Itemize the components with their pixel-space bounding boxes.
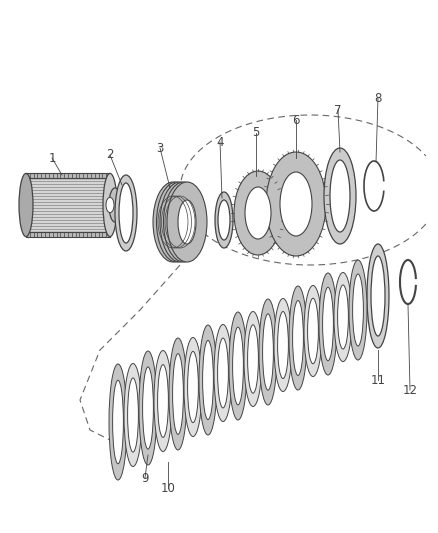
Ellipse shape (233, 327, 244, 405)
Ellipse shape (353, 274, 364, 346)
Ellipse shape (245, 187, 271, 239)
Ellipse shape (163, 182, 204, 262)
Ellipse shape (139, 351, 157, 465)
Ellipse shape (124, 364, 142, 466)
Text: 9: 9 (141, 472, 149, 484)
Text: 8: 8 (374, 92, 381, 104)
Ellipse shape (106, 197, 114, 213)
Ellipse shape (167, 182, 207, 262)
Ellipse shape (174, 200, 192, 244)
Ellipse shape (154, 351, 172, 451)
Ellipse shape (19, 173, 33, 237)
Ellipse shape (334, 272, 352, 361)
Ellipse shape (278, 311, 288, 378)
Bar (26, 173, 110, 179)
Ellipse shape (307, 298, 318, 364)
Ellipse shape (263, 314, 273, 390)
Text: 6: 6 (292, 114, 300, 126)
Ellipse shape (184, 337, 202, 437)
Ellipse shape (234, 171, 282, 255)
Ellipse shape (247, 325, 258, 393)
Ellipse shape (367, 244, 389, 348)
Ellipse shape (109, 188, 121, 222)
Ellipse shape (280, 172, 312, 236)
Ellipse shape (164, 200, 182, 244)
Ellipse shape (293, 301, 304, 375)
Text: 12: 12 (403, 384, 417, 397)
Ellipse shape (266, 152, 326, 256)
Ellipse shape (323, 287, 333, 361)
Ellipse shape (115, 175, 137, 251)
Text: 4: 4 (216, 135, 224, 149)
Ellipse shape (203, 341, 213, 419)
Ellipse shape (143, 367, 153, 449)
Ellipse shape (109, 364, 127, 480)
Text: 3: 3 (156, 141, 164, 155)
Text: 1: 1 (48, 151, 56, 165)
Ellipse shape (113, 380, 124, 464)
Ellipse shape (167, 200, 186, 244)
Ellipse shape (169, 338, 187, 450)
Ellipse shape (218, 338, 228, 408)
Ellipse shape (199, 325, 217, 435)
Ellipse shape (304, 286, 322, 376)
Bar (26, 179, 110, 232)
Text: 7: 7 (334, 103, 342, 117)
Ellipse shape (338, 285, 348, 349)
Ellipse shape (349, 260, 367, 360)
Ellipse shape (229, 312, 247, 420)
Ellipse shape (187, 351, 198, 423)
Ellipse shape (160, 182, 200, 262)
Ellipse shape (215, 192, 233, 248)
Ellipse shape (127, 378, 138, 452)
Ellipse shape (156, 182, 197, 262)
Ellipse shape (173, 354, 184, 434)
Ellipse shape (319, 273, 337, 375)
Ellipse shape (214, 325, 232, 422)
Ellipse shape (244, 311, 262, 407)
Ellipse shape (371, 256, 385, 336)
Ellipse shape (153, 182, 193, 262)
Ellipse shape (218, 200, 230, 240)
Bar (26, 232, 110, 237)
Text: 5: 5 (252, 126, 260, 140)
Text: 2: 2 (106, 149, 114, 161)
Ellipse shape (274, 298, 292, 392)
Ellipse shape (158, 365, 168, 438)
Ellipse shape (289, 286, 307, 390)
Text: 11: 11 (371, 374, 385, 386)
Ellipse shape (171, 200, 189, 244)
Text: 10: 10 (161, 481, 176, 495)
Ellipse shape (103, 173, 117, 237)
Ellipse shape (259, 299, 277, 405)
Ellipse shape (119, 183, 133, 243)
Ellipse shape (324, 148, 356, 244)
Ellipse shape (330, 160, 350, 232)
Ellipse shape (178, 200, 196, 244)
